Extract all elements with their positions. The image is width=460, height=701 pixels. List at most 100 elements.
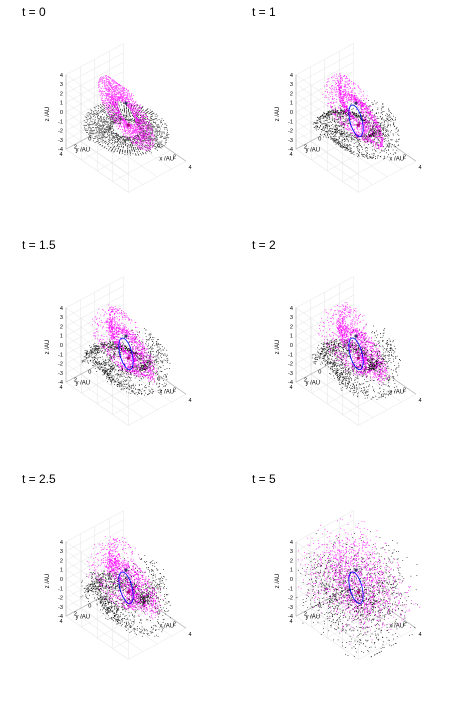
data-point bbox=[339, 90, 340, 91]
data-point bbox=[349, 93, 350, 95]
data-point bbox=[367, 135, 369, 137]
data-point bbox=[86, 113, 88, 115]
data-point bbox=[363, 115, 364, 117]
data-point bbox=[148, 145, 149, 147]
data-point bbox=[362, 116, 364, 118]
data-point bbox=[394, 126, 396, 127]
data-point bbox=[107, 130, 109, 131]
data-point bbox=[330, 135, 332, 137]
data-point bbox=[125, 140, 127, 142]
data-point bbox=[134, 123, 136, 125]
data-point bbox=[333, 141, 335, 143]
data-point bbox=[379, 130, 381, 132]
data-point bbox=[109, 82, 111, 83]
data-point bbox=[136, 144, 138, 146]
data-point bbox=[130, 134, 132, 135]
data-point bbox=[320, 121, 322, 123]
data-point bbox=[110, 132, 112, 134]
data-point bbox=[373, 133, 375, 134]
data-point bbox=[113, 123, 114, 125]
data-point bbox=[140, 125, 142, 127]
data-point bbox=[382, 129, 384, 131]
data-point bbox=[113, 109, 114, 110]
data-point bbox=[124, 110, 125, 112]
data-point bbox=[97, 111, 99, 113]
data-point bbox=[150, 141, 152, 143]
data-point bbox=[359, 115, 361, 117]
x-axis-title: x /AU bbox=[159, 156, 174, 162]
data-point bbox=[144, 127, 146, 129]
data-point bbox=[121, 99, 123, 101]
data-point bbox=[113, 93, 115, 95]
data-point bbox=[117, 108, 119, 110]
data-point bbox=[116, 136, 117, 138]
data-point bbox=[113, 79, 114, 81]
data-point bbox=[336, 95, 338, 97]
data-point bbox=[362, 136, 364, 138]
data-point bbox=[362, 138, 363, 140]
data-point bbox=[334, 107, 336, 109]
data-point bbox=[344, 104, 346, 106]
data-point bbox=[390, 131, 391, 133]
data-point bbox=[128, 127, 130, 129]
data-point bbox=[115, 96, 117, 98]
data-point bbox=[369, 105, 371, 107]
data-point bbox=[372, 134, 374, 136]
data-point bbox=[380, 123, 381, 125]
data-point bbox=[107, 107, 108, 109]
data-point bbox=[107, 104, 109, 106]
data-point bbox=[339, 85, 340, 87]
data-point bbox=[118, 105, 120, 106]
data-point bbox=[389, 115, 391, 117]
data-point bbox=[352, 122, 354, 124]
data-point bbox=[100, 117, 101, 119]
data-point bbox=[144, 134, 146, 136]
data-point bbox=[115, 102, 117, 104]
data-point bbox=[146, 125, 148, 126]
data-point bbox=[159, 131, 161, 133]
data-point bbox=[108, 87, 110, 89]
data-point bbox=[344, 147, 345, 149]
data-point bbox=[348, 135, 350, 136]
data-point bbox=[115, 119, 117, 121]
data-point bbox=[342, 115, 344, 117]
data-point bbox=[118, 100, 120, 102]
data-point bbox=[361, 104, 363, 105]
data-point bbox=[388, 120, 389, 122]
data-point bbox=[125, 130, 127, 132]
data-point bbox=[372, 116, 374, 118]
data-point bbox=[344, 94, 346, 95]
data-point bbox=[347, 102, 348, 104]
data-point bbox=[84, 116, 86, 118]
data-point bbox=[344, 86, 346, 88]
data-point bbox=[91, 131, 93, 133]
data-point bbox=[137, 142, 138, 143]
data-point bbox=[99, 111, 101, 112]
data-point bbox=[342, 147, 344, 149]
data-point bbox=[346, 136, 347, 138]
data-point bbox=[143, 144, 145, 146]
data-point bbox=[376, 121, 378, 123]
data-point bbox=[95, 113, 96, 115]
data-point bbox=[117, 118, 119, 120]
y-axis-title: y /AU bbox=[75, 148, 90, 154]
data-point bbox=[374, 137, 376, 139]
data-point bbox=[148, 145, 150, 147]
data-point bbox=[150, 145, 152, 146]
data-point bbox=[131, 112, 132, 114]
data-point bbox=[93, 123, 95, 124]
data-point bbox=[379, 156, 381, 157]
data-point bbox=[84, 121, 86, 123]
data-point bbox=[107, 133, 108, 135]
data-point bbox=[363, 156, 364, 157]
data-point bbox=[322, 114, 323, 116]
data-point bbox=[105, 124, 107, 125]
data-point bbox=[348, 120, 350, 121]
data-point bbox=[339, 90, 341, 92]
data-point bbox=[141, 121, 143, 122]
data-point bbox=[98, 132, 100, 133]
data-point bbox=[100, 128, 101, 130]
data-point bbox=[365, 108, 367, 110]
data-point bbox=[135, 120, 136, 122]
